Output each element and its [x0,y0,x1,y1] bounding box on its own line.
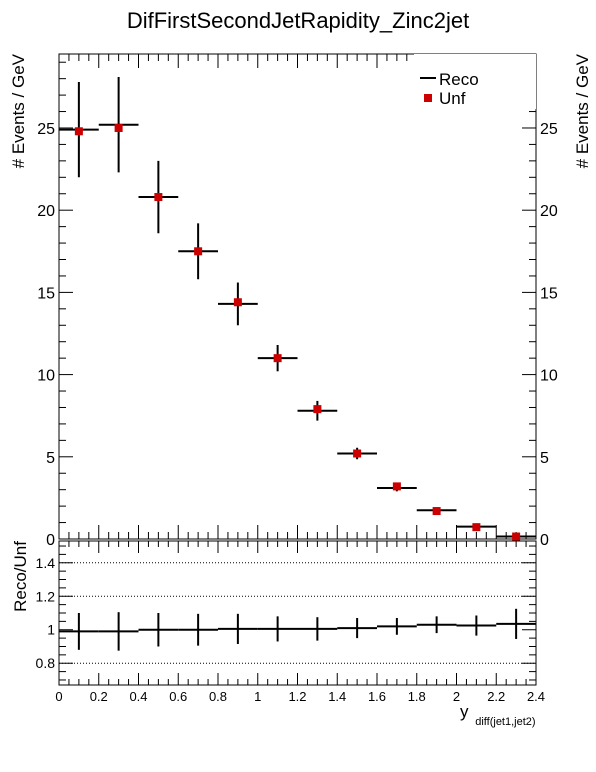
ratio-y-tick-label: 0.8 [36,655,56,671]
ratio-y-tick-label: 1.4 [36,555,56,571]
x-tick-label: 2 [453,689,460,704]
x-tick-label: 1 [254,689,261,704]
legend-box [414,54,536,109]
y-tick-label-left: 15 [37,285,55,302]
y-tick-label-right: 10 [540,368,558,385]
unf-marker [512,532,521,541]
x-tick-label: 2.4 [527,689,545,704]
x-tick-label: 1.2 [288,689,306,704]
y-tick-label-left: 5 [46,450,55,467]
legend-reco-label: Reco [439,70,479,89]
legend-unf-marker-icon [424,94,432,102]
x-tick-label: 1.4 [328,689,346,704]
y-tick-label-left: 20 [37,203,55,220]
x-tick-label: 2.2 [487,689,505,704]
y-tick-label-left: 0 [46,532,55,549]
ratio-plot-panel: 0.8 1 1.2 1.4 0 0.2 0.4 0.6 0.8 1 1.2 1.4 1.6 1.8 2 2.2… [11,540,545,728]
x-tick-label: 1.6 [368,689,386,704]
x-tick-label: 1.8 [408,689,426,704]
unf-marker [74,127,83,136]
x-axis-label: y diff(jet1,jet2) [460,702,536,728]
y-tick-label-right: 20 [540,203,558,220]
unf-marker [353,449,362,458]
ratio-y-tick-label: 1 [47,622,55,638]
unf-marker [273,354,282,363]
x-tick-label: 0.8 [209,689,227,704]
y-tick-label-right: 15 [540,285,558,302]
y-tick-label-right: 0 [540,532,549,549]
y-tick-label-right: 25 [540,121,558,138]
x-tick-label: 0.4 [129,689,147,704]
unf-marker [472,523,481,532]
y-tick-label-left: 10 [37,368,55,385]
x-axis-label-main: y [460,702,469,721]
y-tick-label-right: 5 [540,450,549,467]
ratio-y-tick-label: 1.2 [36,588,56,604]
unf-marker [154,193,163,202]
chart-title: DifFirstSecondJetRapidity_Zinc2jet [127,8,469,33]
unf-marker [432,507,441,516]
unf-marker [392,482,401,491]
x-tick-label: 0.2 [90,689,108,704]
x-tick-label: 0.6 [169,689,187,704]
x-axis-label-subscript: diff(jet1,jet2) [475,716,535,728]
x-tick-label: 0 [55,689,62,704]
y-axis-label-left: # Events / GeV [9,53,28,168]
unf-marker [313,405,322,414]
legend: Reco Unf [414,54,536,109]
y-axis-label-right: # Events / GeV [573,53,592,168]
unf-marker [194,247,203,256]
legend-unf-label: Unf [439,89,466,108]
y-tick-label-left: 25 [37,121,55,138]
unf-marker [114,123,123,132]
ratio-y-axis-label: Reco/Unf [11,541,30,612]
main-plot-frame [58,53,537,540]
main-plot-panel: 0 0 5 5 10 10 15 15 20 20 25 25 # Events / GeV # Ev… [9,53,592,549]
unf-marker [233,298,242,307]
